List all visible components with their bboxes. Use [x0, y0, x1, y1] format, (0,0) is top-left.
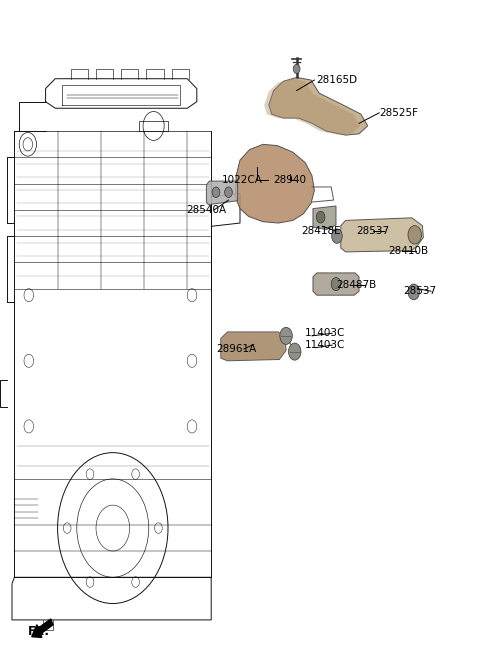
- Polygon shape: [222, 333, 285, 360]
- Text: 28940: 28940: [274, 174, 307, 185]
- Circle shape: [288, 343, 301, 360]
- Circle shape: [316, 211, 325, 223]
- Circle shape: [280, 327, 292, 344]
- Polygon shape: [269, 77, 368, 135]
- Circle shape: [331, 277, 341, 291]
- Text: 1022CA: 1022CA: [222, 174, 263, 185]
- Circle shape: [332, 229, 342, 243]
- Circle shape: [225, 187, 232, 197]
- Polygon shape: [206, 181, 238, 205]
- Text: 28410B: 28410B: [388, 245, 428, 256]
- Polygon shape: [341, 218, 423, 252]
- Text: FR.: FR.: [28, 625, 50, 638]
- Text: 28537: 28537: [403, 286, 436, 297]
- Polygon shape: [313, 206, 336, 230]
- Text: 28165D: 28165D: [316, 75, 357, 85]
- Circle shape: [408, 284, 420, 300]
- Text: 28537: 28537: [356, 226, 389, 236]
- Text: 28525F: 28525F: [379, 108, 418, 118]
- Text: 28487B: 28487B: [336, 279, 376, 290]
- Circle shape: [408, 226, 421, 244]
- Polygon shape: [264, 79, 360, 134]
- Text: 11403C: 11403C: [305, 340, 345, 350]
- FancyArrow shape: [32, 619, 53, 638]
- Polygon shape: [221, 332, 286, 361]
- Polygon shape: [235, 144, 314, 223]
- Circle shape: [293, 64, 300, 73]
- Text: 28961A: 28961A: [216, 344, 256, 354]
- Circle shape: [212, 187, 220, 197]
- Text: 28418E: 28418E: [301, 226, 341, 236]
- Polygon shape: [313, 273, 359, 295]
- Text: 11403C: 11403C: [305, 328, 345, 338]
- Text: 28540A: 28540A: [186, 205, 227, 215]
